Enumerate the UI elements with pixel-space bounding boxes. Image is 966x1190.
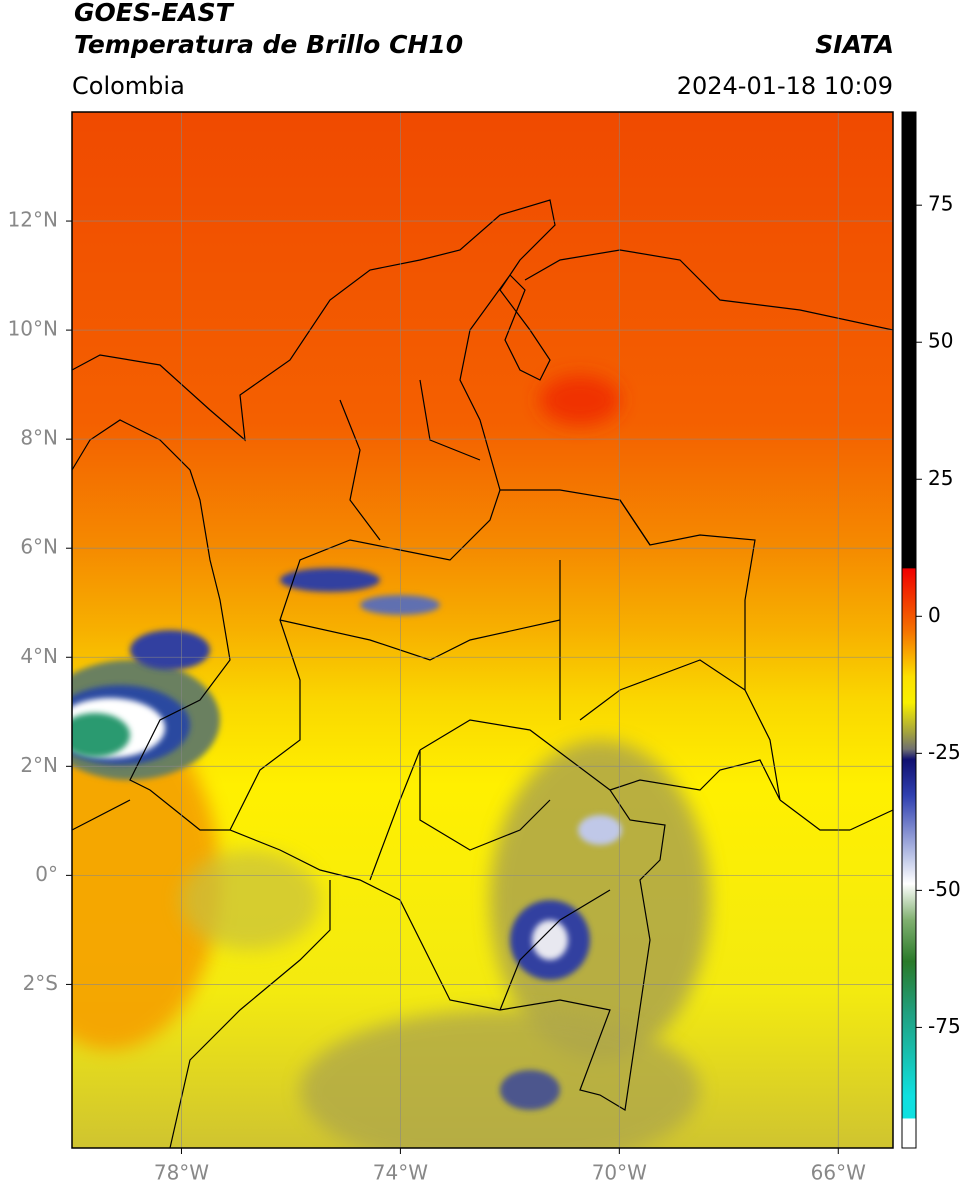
colorbar-tick-label: 50	[928, 329, 953, 353]
colorbar-tick-label: -50	[928, 877, 961, 901]
y-tick-label: 10°N	[8, 317, 58, 341]
map-frame	[71, 111, 894, 1149]
x-tick-label: 66°W	[811, 1161, 866, 1185]
colorbar-tick-label: -75	[928, 1014, 961, 1038]
y-tick-label: 6°N	[20, 535, 58, 559]
agency: SIATA	[815, 30, 894, 59]
y-tick-label: 12°N	[8, 208, 58, 232]
borders	[72, 199, 893, 1148]
x-tick-label: 70°W	[592, 1161, 647, 1185]
y-tick-label: 0°	[35, 862, 58, 886]
colorbar-tick-label: -25	[928, 740, 961, 764]
y-tick-label: 2°N	[20, 753, 58, 777]
satellite-image	[72, 112, 893, 1148]
y-tick-label: 4°N	[20, 644, 58, 668]
colorbar-tick-label: 25	[928, 466, 953, 490]
y-tick-label: 8°N	[20, 426, 58, 450]
grid	[72, 112, 893, 1148]
colorbar-tick-label: 75	[928, 192, 953, 216]
title: GOES-EAST	[74, 0, 233, 27]
x-tick-label: 78°W	[154, 1161, 209, 1185]
colorbar-tick-label: 0	[928, 603, 941, 627]
title: Temperatura de Brillo CH10	[74, 30, 464, 59]
x-tick-label: 74°W	[373, 1161, 428, 1185]
datetime: 2024-01-18 10:09	[676, 72, 893, 100]
y-tick-label: 2°S	[23, 971, 58, 995]
colorbar	[901, 111, 917, 1149]
region: Colombia	[72, 72, 185, 100]
